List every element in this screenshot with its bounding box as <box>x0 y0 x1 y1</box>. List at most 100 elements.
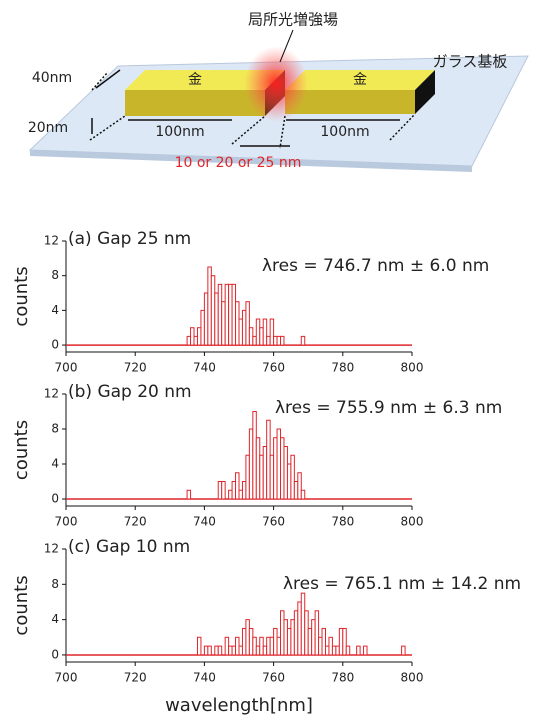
x-tick-label: 700 <box>55 671 78 685</box>
bar <box>325 645 330 656</box>
bar <box>255 645 261 656</box>
bar <box>273 437 278 500</box>
bar <box>259 454 264 500</box>
bar <box>235 472 240 500</box>
bar <box>269 636 275 656</box>
bar <box>314 610 320 656</box>
x-tick-label: 740 <box>193 361 216 375</box>
bar <box>196 636 202 656</box>
x-tick-label: 720 <box>124 361 147 375</box>
panel-title: (a) Gap 25 nm <box>68 229 191 249</box>
y-axis-label: counts <box>11 575 32 635</box>
y-axis-label: counts <box>11 420 32 480</box>
x-tick-label: 700 <box>55 515 78 529</box>
length-label: 100nm <box>155 124 204 140</box>
bar <box>290 619 295 656</box>
bar <box>262 318 268 346</box>
x-tick-label: 760 <box>262 671 285 685</box>
x-tick-label: 720 <box>124 515 147 529</box>
substrate-label: ガラス基板 <box>433 53 508 71</box>
bar <box>300 335 306 346</box>
annotation: λres = 765.1 nm ± 14.2 nm <box>283 574 521 594</box>
bar <box>363 645 368 656</box>
bar <box>401 645 406 656</box>
bar <box>318 636 323 656</box>
bar <box>241 627 247 656</box>
bar <box>252 335 257 346</box>
bar <box>241 309 247 346</box>
bar <box>276 636 282 656</box>
bar <box>266 419 271 500</box>
x-axis-label: wavelength[nm] <box>165 695 313 716</box>
x-tick-label: 780 <box>331 515 354 529</box>
x-tick-label: 800 <box>401 671 424 685</box>
x-tick-label: 780 <box>331 671 354 685</box>
bar <box>193 335 198 346</box>
bar <box>203 645 209 656</box>
bar <box>269 454 275 500</box>
annotation: λres = 746.7 nm ± 6.0 nm <box>262 256 489 276</box>
bar <box>304 610 309 656</box>
bar <box>210 275 216 346</box>
bar <box>259 327 264 346</box>
height-label: 20nm <box>28 120 68 136</box>
bar <box>228 489 233 500</box>
y-tick-label: 4 <box>51 303 59 317</box>
bar <box>186 489 192 500</box>
gold-front <box>125 90 265 116</box>
bar <box>286 627 292 656</box>
y-tick-label: 4 <box>51 457 59 471</box>
bar <box>311 619 316 656</box>
bar <box>221 481 226 500</box>
bar <box>283 619 288 656</box>
bar <box>342 627 347 656</box>
x-tick-label: 700 <box>55 361 78 375</box>
bar <box>217 645 223 656</box>
bar <box>224 636 230 656</box>
bar <box>214 645 219 656</box>
y-tick-label: 12 <box>44 542 59 556</box>
bar <box>297 472 302 500</box>
y-tick-label: 0 <box>51 492 59 506</box>
x-tick-label: 800 <box>401 515 424 529</box>
bar <box>245 454 250 500</box>
y-tick-label: 12 <box>44 387 59 401</box>
annotation: λres = 755.9 nm ± 6.3 nm <box>275 398 502 418</box>
gold-side <box>415 70 435 114</box>
x-tick-label: 760 <box>262 515 285 529</box>
bar <box>217 283 223 346</box>
bar <box>252 411 257 500</box>
bar <box>328 636 333 656</box>
gold-label: 金 <box>353 72 367 88</box>
bar <box>224 283 230 346</box>
bar <box>345 645 351 656</box>
bar <box>331 645 337 656</box>
bar <box>255 318 261 346</box>
y-tick-label: 12 <box>44 234 59 248</box>
x-tick-label: 780 <box>331 361 354 375</box>
bar <box>290 454 295 500</box>
bar <box>228 645 233 656</box>
y-tick-label: 0 <box>51 647 59 661</box>
bar <box>255 437 261 500</box>
bar <box>297 601 302 656</box>
bar <box>280 437 285 500</box>
bar <box>235 301 240 346</box>
bar <box>238 645 243 656</box>
bar <box>280 335 285 346</box>
bar <box>231 283 237 346</box>
bar <box>248 327 254 346</box>
bar <box>221 301 226 346</box>
bar <box>238 318 243 346</box>
panel-title: (c) Gap 10 nm <box>68 537 190 557</box>
x-tick-label: 800 <box>401 361 424 375</box>
bar <box>207 266 212 346</box>
bar <box>356 645 361 656</box>
bar <box>280 610 285 656</box>
bar <box>231 481 237 500</box>
length-label: 100nm <box>320 124 369 140</box>
bar <box>231 645 237 656</box>
diagram: 局所光増強場 ガラス基板 40nm 20nm 金 金 100nm 100nm 1… <box>28 11 529 172</box>
bar <box>217 481 223 500</box>
